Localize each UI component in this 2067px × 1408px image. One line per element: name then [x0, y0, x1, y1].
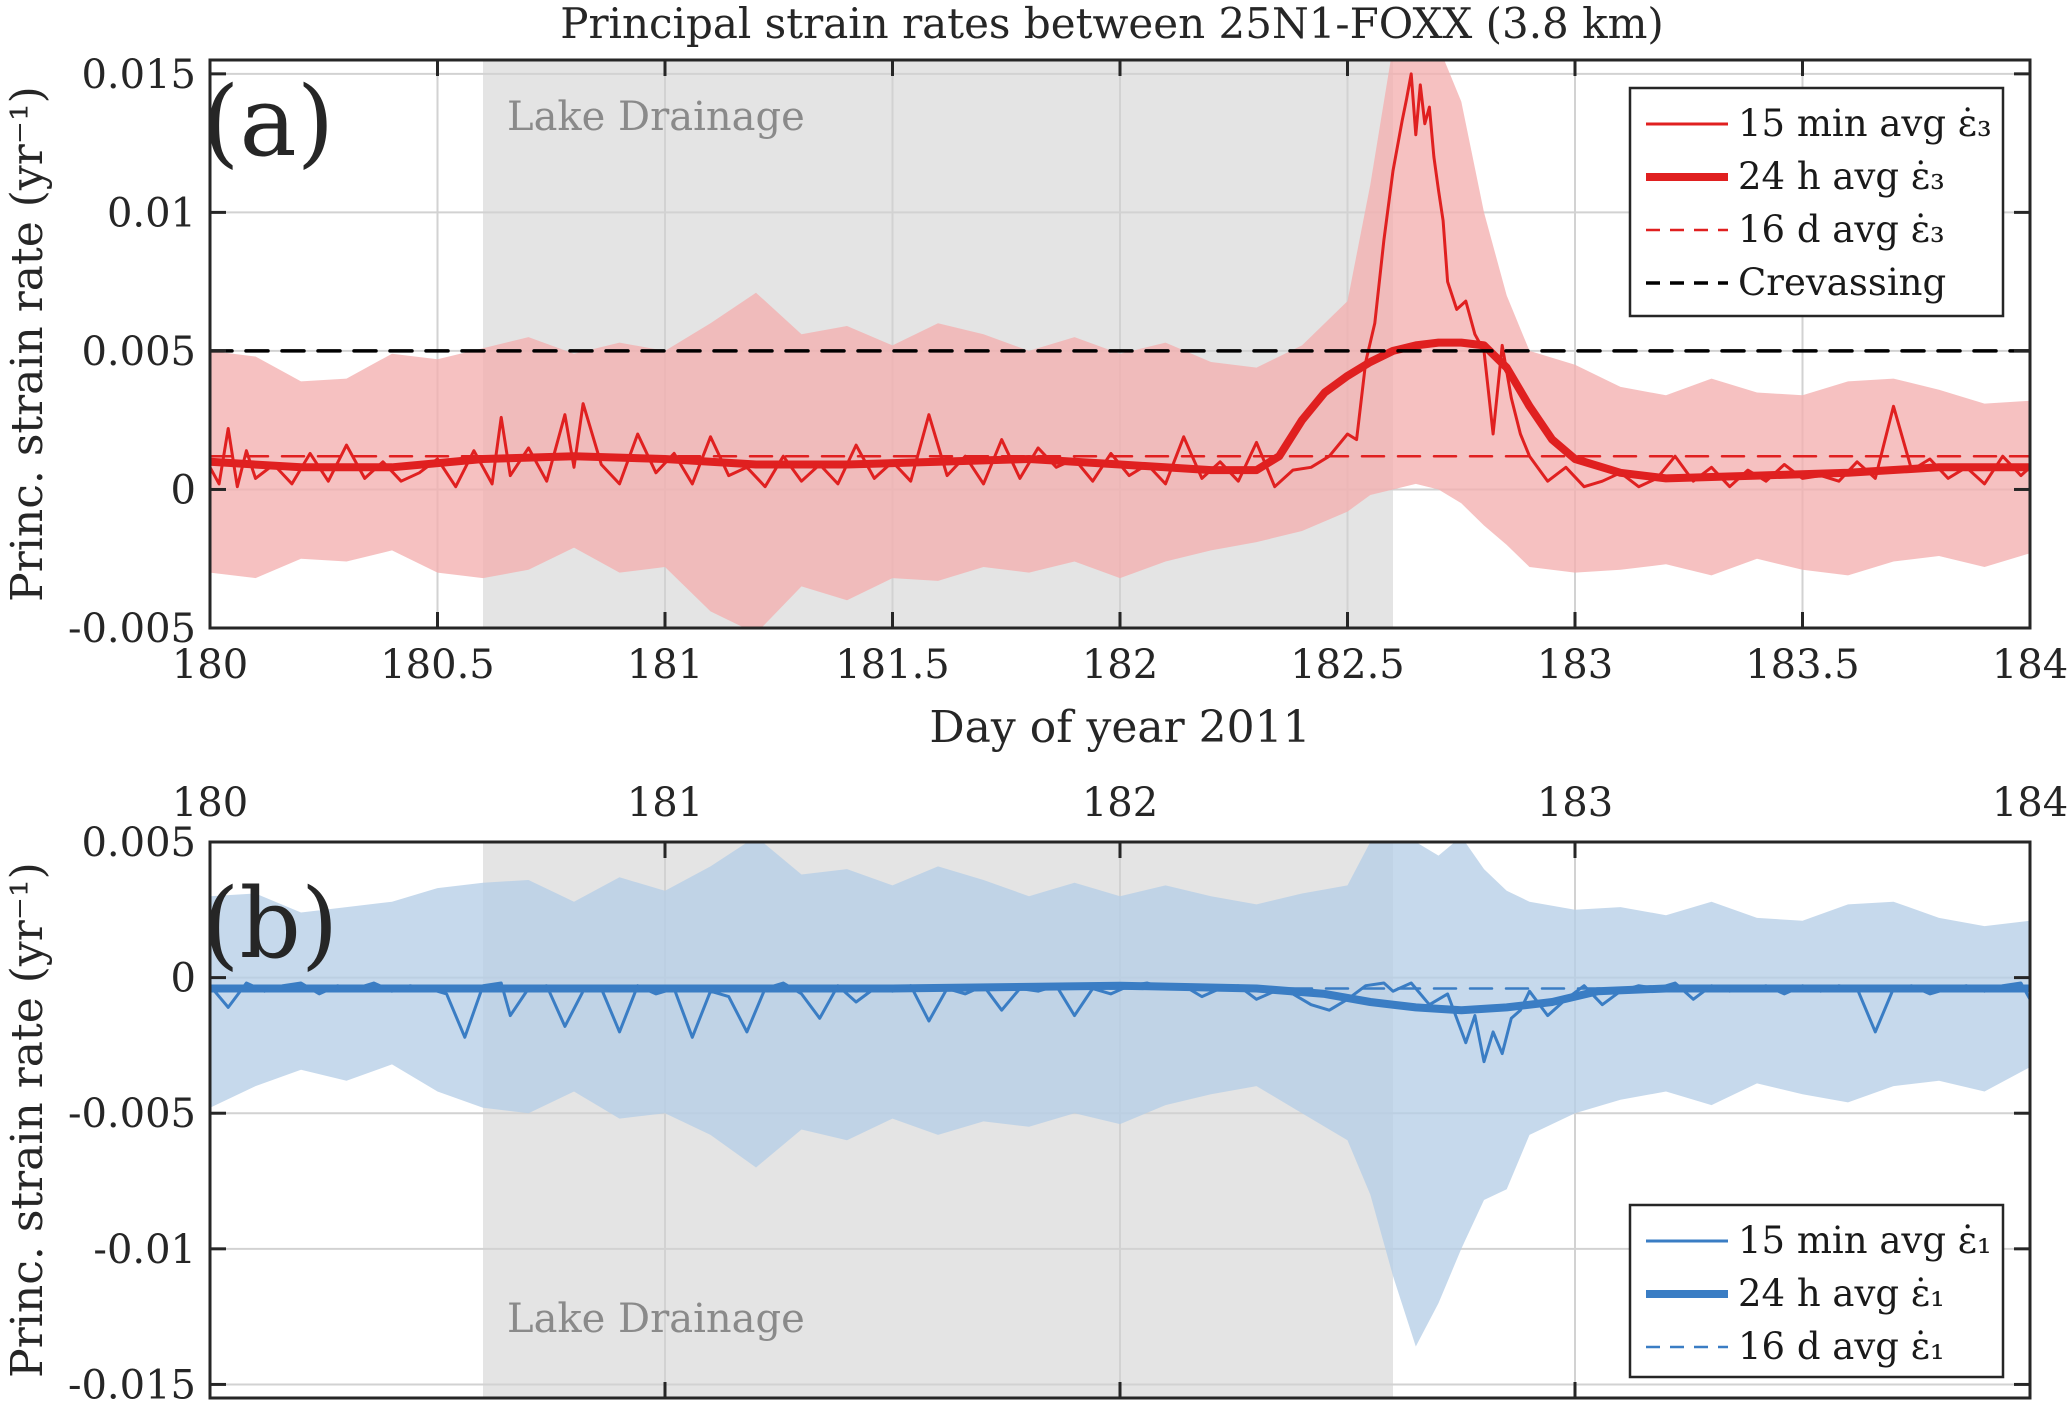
uncertainty-band	[210, 60, 2030, 628]
x-tick-label: 181	[627, 780, 703, 826]
y-tick-label: 0.01	[107, 190, 196, 236]
legend-entry-label: 16 d avg ε̇₁	[1738, 1325, 1945, 1368]
y-tick-label: -0.005	[68, 1091, 196, 1137]
panel-b: 180 181 182 183 184 -0.015 -0.01 -0.005 0 0.005 Pr…	[2, 780, 2067, 1408]
y-axis-label: Princ. strain rate (yr⁻¹)	[2, 862, 53, 1378]
y-tick-label: 0.005	[81, 329, 196, 375]
x-tick-label: 182.5	[1290, 642, 1405, 688]
x-tick-label: 181	[627, 642, 703, 688]
plot-area	[210, 842, 2030, 1398]
x-tick-label: 182	[1082, 642, 1158, 688]
legend-entry-label: Crevassing	[1738, 261, 1946, 304]
y-tick-label: -0.015	[68, 1362, 196, 1408]
legend-entry-label: 16 d avg ε̇₃	[1738, 208, 1945, 251]
y-axis-label: Princ. strain rate (yr⁻¹)	[2, 86, 53, 602]
legend-entry-label: 24 h avg ε̇₃	[1738, 155, 1945, 198]
series-thick-line	[210, 981, 2030, 1015]
legend-entry-label: 15 min avg ε̇₃	[1738, 102, 1992, 145]
y-tick-label: -0.005	[68, 606, 196, 652]
series-thin-line	[210, 72, 2030, 489]
panel-label: (a)	[202, 66, 334, 178]
x-tick-label: 180	[172, 642, 248, 688]
legend-box	[1628, 86, 2005, 318]
x-tick-label: 181.5	[835, 642, 950, 688]
x-tick-label: 184	[1992, 780, 2067, 826]
y-tick-label: 0.005	[81, 820, 196, 866]
x-tick-label: 183.5	[1745, 642, 1860, 688]
series-thick-line	[210, 338, 2030, 483]
y-tick-label: 0	[171, 467, 196, 513]
y-tick-label: -0.01	[93, 1227, 196, 1273]
shaded-region-label: Lake Drainage	[507, 1296, 805, 1342]
plot-area	[210, 60, 2030, 628]
x-tick-label: 183	[1537, 780, 1613, 826]
legend-entry-label: 24 h avg ε̇₁	[1738, 1272, 1945, 1315]
legend-entry-label: 15 min avg ε̇₁	[1738, 1219, 1992, 1262]
chart-title: Principal strain rates between 25N1-FOXX…	[560, 0, 1664, 48]
x-axis-label: Day of year 2011	[929, 702, 1310, 753]
y-tick-label: 0	[171, 956, 196, 1002]
x-tick-label: 180	[172, 780, 248, 826]
y-tick-label: 0.015	[81, 52, 196, 98]
x-tick-label: 180.5	[380, 642, 495, 688]
legend: 15 min avg ε̇₃ 24 h avg ε̇₃ 16 d avg ε̇₃ Cr…	[1628, 86, 2005, 318]
x-tick-label: 183	[1537, 642, 1613, 688]
panel-a: 180 180.5 181 181.5 182 182.5 183 183.5 184 -0.00…	[2, 52, 2067, 753]
shaded-region-label: Lake Drainage	[507, 94, 805, 140]
x-tick-label: 182	[1082, 780, 1158, 826]
panel-label: (b)	[202, 868, 338, 980]
uncertainty-band	[210, 842, 2030, 1347]
legend: 15 min avg ε̇₁ 24 h avg ε̇₁ 16 d avg ε̇₁	[1628, 1203, 2005, 1379]
x-tick-label: 184	[1992, 642, 2067, 688]
